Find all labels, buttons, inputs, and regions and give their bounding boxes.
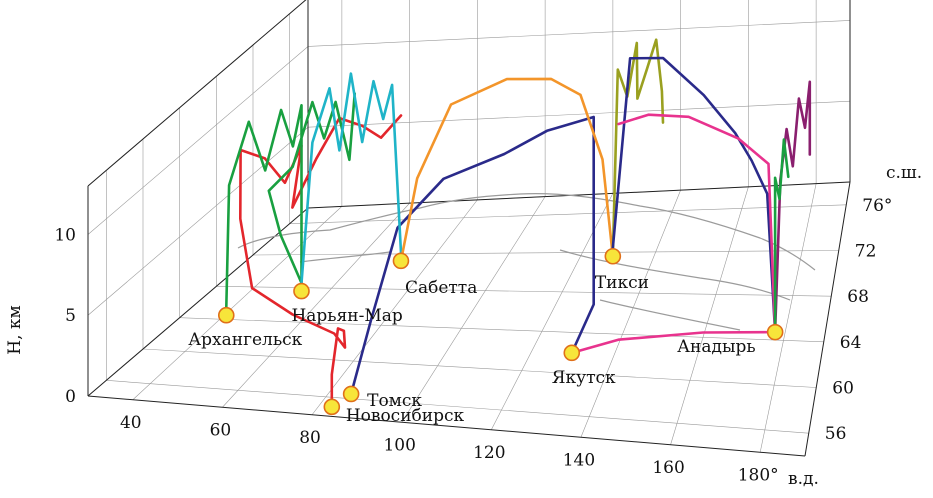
x-tick-label: 100 bbox=[383, 435, 415, 455]
city-label: Новосибирск bbox=[346, 406, 465, 426]
grid bbox=[87, 0, 851, 453]
z-tick-label: 10 bbox=[54, 225, 76, 245]
city-label: Якутск bbox=[552, 368, 616, 388]
city-label: Томск bbox=[367, 391, 422, 411]
city-marker bbox=[392, 252, 410, 270]
city-marker bbox=[217, 306, 235, 324]
x-tick-label: 140 bbox=[563, 450, 595, 470]
y-tick-label: 56 bbox=[825, 424, 847, 444]
grid-line-y-floor bbox=[106, 380, 809, 434]
flight-track-7 bbox=[611, 56, 777, 334]
y-axis-title: с.ш. bbox=[886, 163, 922, 183]
z-tick-label: 5 bbox=[65, 306, 76, 326]
grid-line-y-floor bbox=[142, 348, 817, 388]
x-tick-label: 40 bbox=[120, 413, 142, 433]
box-edge bbox=[87, 0, 307, 187]
y-tick-label: 64 bbox=[840, 333, 862, 353]
y-tick-label: 72 bbox=[855, 242, 877, 262]
y-tick-label: 76° bbox=[862, 196, 892, 216]
x-tick-label: 180° bbox=[738, 465, 779, 485]
city-label: Нарьян-Мар bbox=[291, 306, 402, 326]
city-label: Архангельск bbox=[188, 330, 302, 350]
z-axis-title: H, км bbox=[5, 305, 25, 354]
flight-track-6 bbox=[611, 38, 665, 258]
city-marker bbox=[766, 323, 784, 341]
y-tick-label: 60 bbox=[832, 379, 854, 399]
grid-line-z-left bbox=[87, 46, 309, 235]
grid-line-z-back bbox=[307, 100, 851, 128]
grid-line-x-floor bbox=[132, 206, 343, 400]
city-marker bbox=[563, 344, 581, 362]
z-tick-label: 0 bbox=[65, 387, 76, 407]
grid-line-y-floor bbox=[289, 204, 847, 224]
grid-line-x-floor bbox=[580, 190, 681, 438]
grid-line-x-floor bbox=[311, 199, 478, 415]
flight-track-8 bbox=[570, 113, 777, 355]
city-marker bbox=[293, 282, 310, 300]
flight-track-10 bbox=[773, 138, 790, 334]
grid-line-y-floor bbox=[252, 250, 839, 256]
coastline bbox=[237, 193, 816, 331]
tick-labels: 40 60 80 100 120 140 160 180° 56 60 64 68 72 76° 0 5 10 bbox=[54, 196, 892, 485]
axis-titles: H, км в.д. с.ш. bbox=[5, 163, 922, 489]
grid-line-x-floor bbox=[222, 202, 410, 408]
axes-box bbox=[87, 0, 851, 457]
city-label: Тикси bbox=[595, 273, 649, 293]
city-label: Сабетта bbox=[405, 278, 477, 298]
x-tick-label: 120 bbox=[473, 443, 505, 463]
flight-track-4 bbox=[300, 72, 403, 285]
x-tick-label: 160 bbox=[652, 458, 684, 478]
flight-tracks bbox=[225, 38, 812, 409]
x-tick-label: 80 bbox=[299, 428, 321, 448]
grid-line-x-floor bbox=[670, 186, 749, 445]
flight-track-5 bbox=[399, 77, 615, 263]
grid-line-x-floor bbox=[401, 196, 546, 423]
coastline-path bbox=[237, 193, 816, 331]
grid-line-y-floor bbox=[216, 286, 832, 297]
city-marker bbox=[604, 247, 622, 265]
city-marker bbox=[323, 398, 341, 416]
grid-line-z-left bbox=[87, 127, 309, 316]
box-edge bbox=[87, 207, 309, 397]
city-marker bbox=[342, 385, 360, 403]
box-edge bbox=[804, 181, 851, 457]
x-tick-label: 60 bbox=[210, 420, 232, 440]
y-tick-label: 68 bbox=[847, 287, 869, 307]
box-edge bbox=[87, 395, 806, 457]
flight-track-3 bbox=[349, 115, 595, 396]
city-label: Анадырь bbox=[677, 337, 755, 357]
flight-track-2 bbox=[225, 92, 356, 309]
x-axis-title: в.д. bbox=[788, 469, 819, 489]
flight-track-1 bbox=[239, 114, 403, 409]
grid-line-z-back bbox=[307, 20, 851, 47]
grid-line-x-floor bbox=[759, 183, 817, 453]
grid-line-y-floor bbox=[179, 317, 824, 343]
